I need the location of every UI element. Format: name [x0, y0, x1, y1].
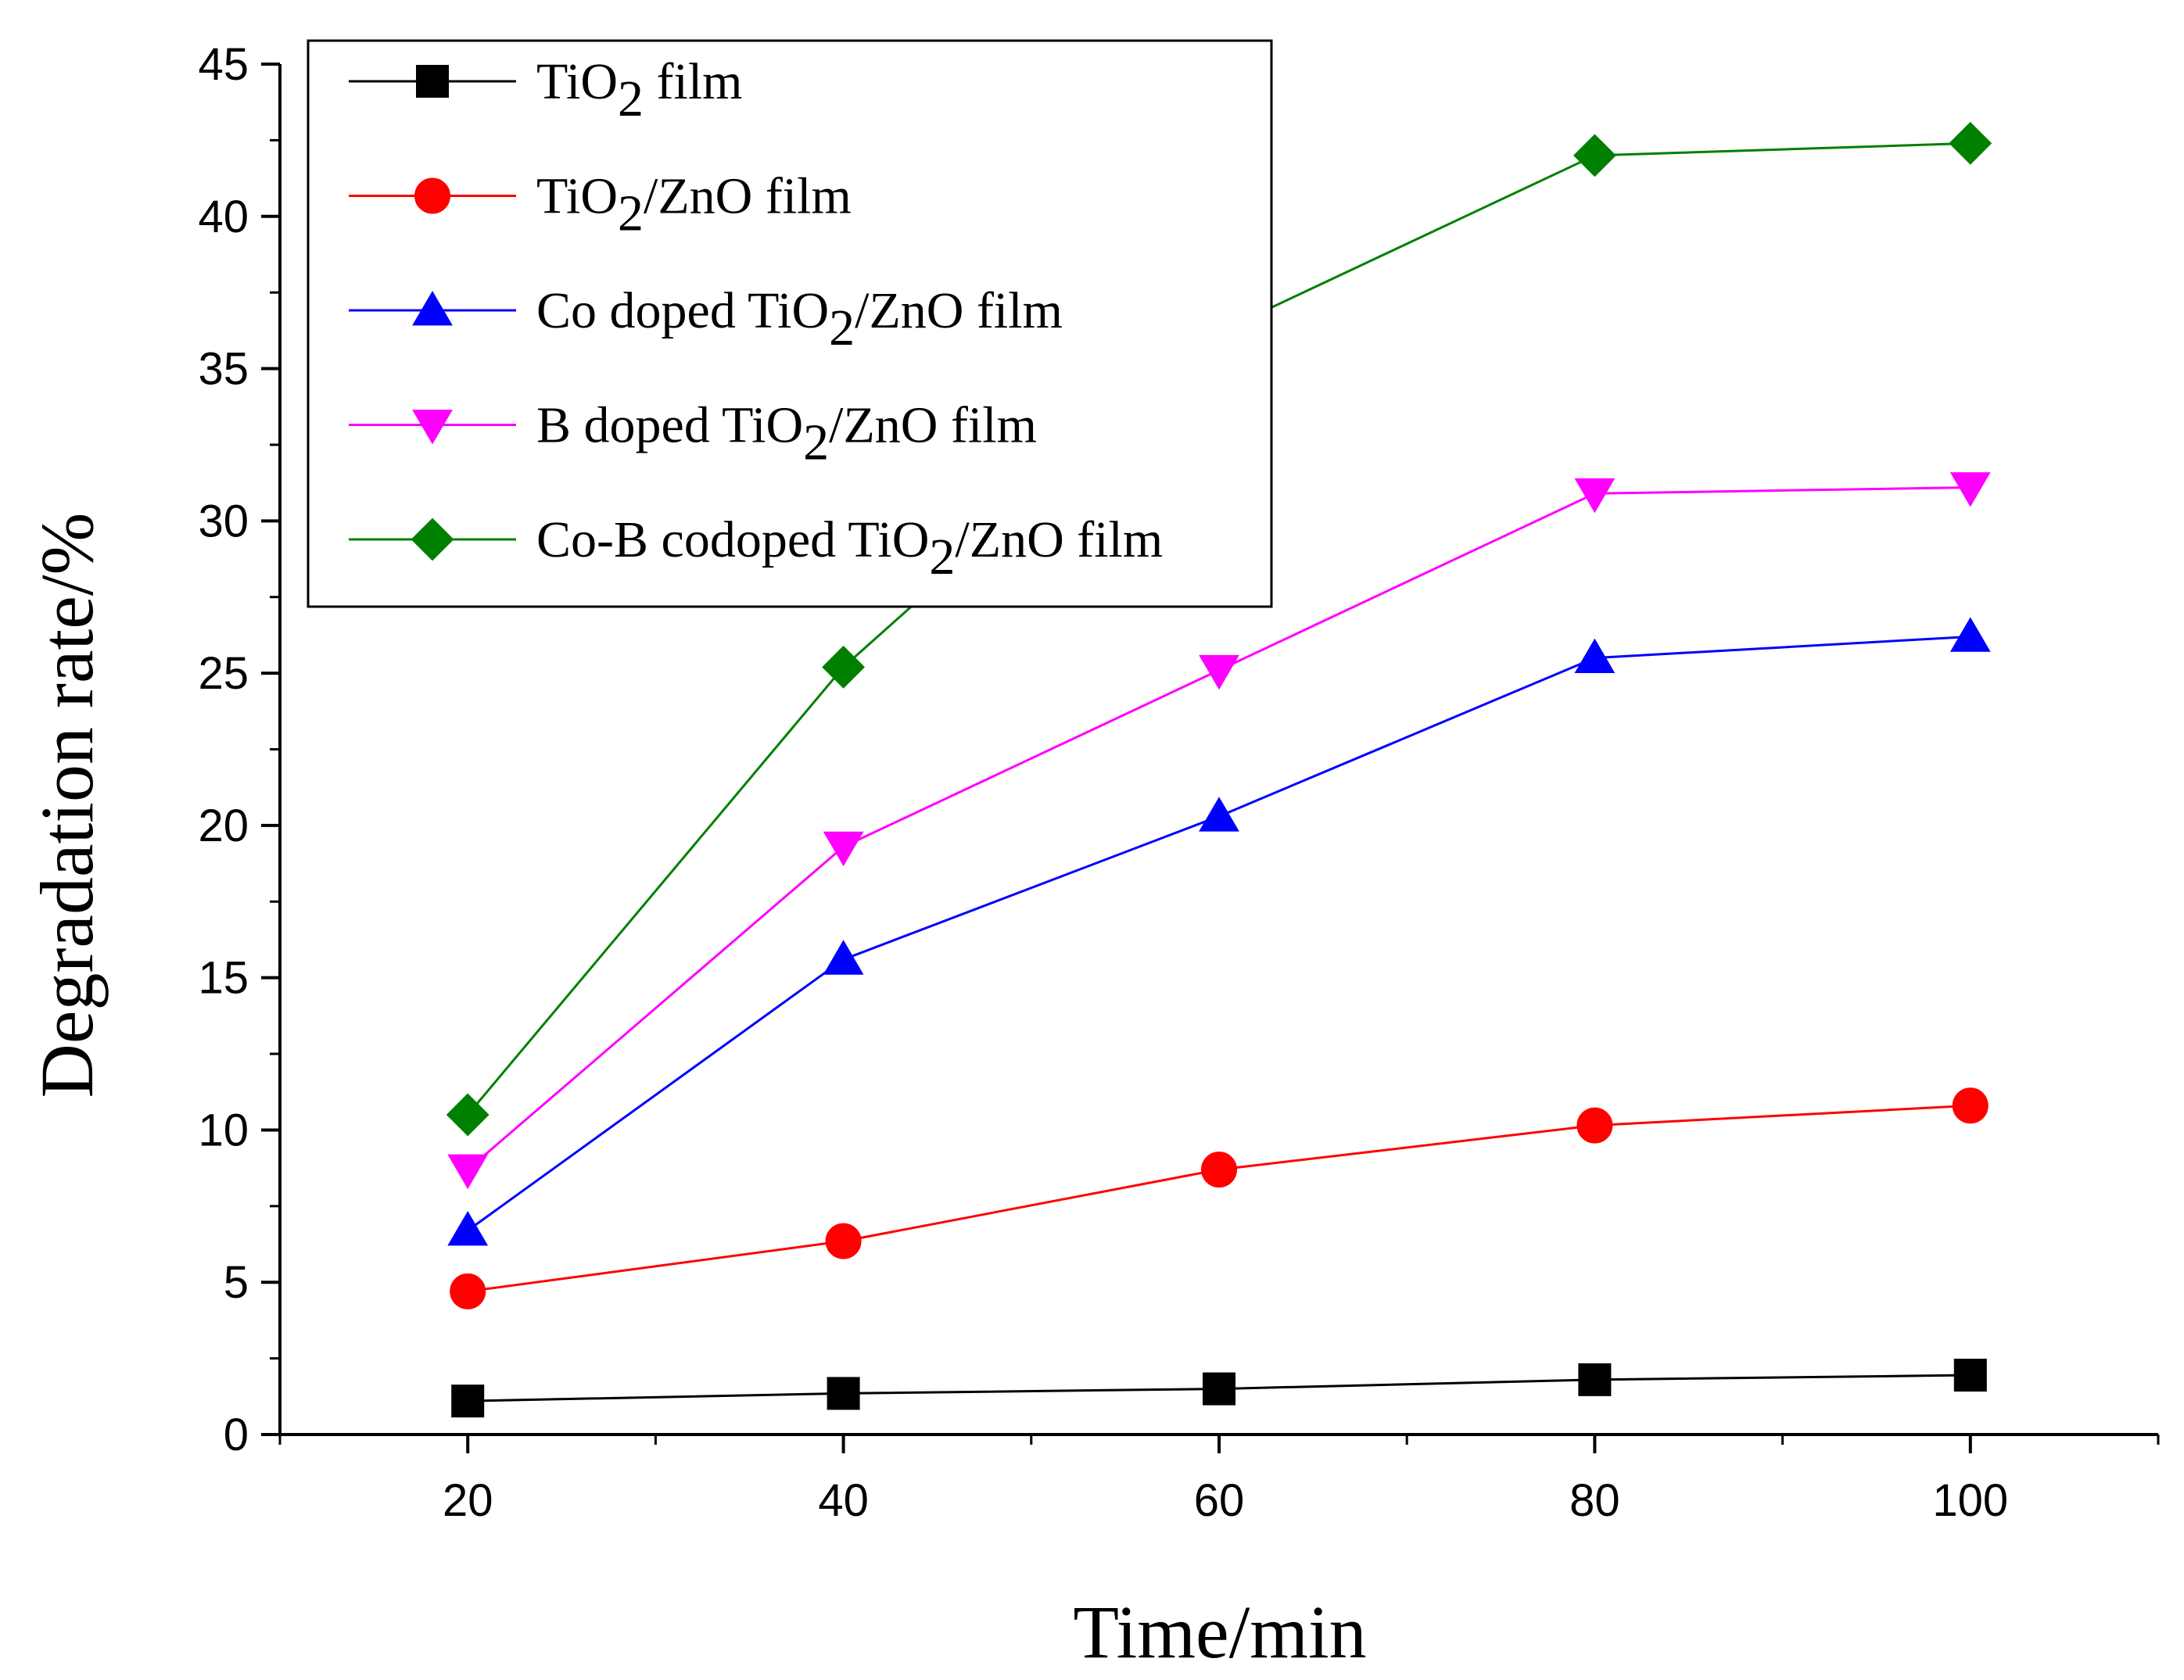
legend-frame [307, 39, 1273, 608]
legend-label-subscript: 2 [929, 528, 955, 586]
data-point-s1-0 [450, 1273, 486, 1309]
legend-label-subscript: 2 [829, 299, 855, 356]
y-tick-label: 10 [198, 1105, 249, 1155]
legend-swatch-marker-3 [412, 410, 453, 445]
legend-label-part: /ZnO film [829, 397, 1037, 454]
data-point-s0-0 [451, 1384, 485, 1418]
data-point-s2-3 [1574, 638, 1616, 674]
legend-label-subscript: 2 [803, 414, 829, 471]
legend-label-subscript: 2 [618, 185, 644, 242]
x-tick-label: 20 [443, 1475, 493, 1526]
legend-label-3: B doped TiO2/ZnO film [536, 397, 1037, 471]
data-point-s1-1 [825, 1223, 862, 1259]
y-tick-label: 45 [198, 39, 249, 90]
legend-label-2: Co doped TiO2/ZnO film [536, 282, 1063, 356]
legend-label-part: /ZnO film [855, 282, 1063, 339]
x-tick-label: 40 [818, 1475, 869, 1526]
axes: 0 5 10 15 20 25 30 35 40 45 20 40 60 80 100 [198, 39, 2160, 1526]
data-point-s3-0 [447, 1154, 489, 1190]
legend-label-part: TiO [536, 53, 618, 110]
legend-label-part: /ZnO film [644, 168, 852, 225]
y-tick-label: 30 [198, 496, 249, 546]
legend-swatch-marker-2 [412, 291, 453, 326]
y-tick-label: 25 [198, 648, 249, 699]
data-point-s2-4 [1949, 617, 1991, 652]
data-point-s0-4 [1953, 1359, 1987, 1392]
y-tick-label: 40 [198, 192, 249, 242]
data-point-s4-3 [1573, 134, 1616, 177]
data-point-s1-2 [1201, 1152, 1237, 1188]
x-tick-label: 100 [1932, 1475, 2008, 1526]
y-tick-label: 20 [198, 801, 249, 851]
legend-swatch-marker-1 [414, 177, 450, 214]
legend-label-part: TiO [536, 168, 618, 225]
data-point-s4-4 [1949, 121, 1992, 165]
legend-label-part: B doped TiO [536, 397, 803, 454]
data-point-s1-3 [1576, 1107, 1613, 1144]
data-point-s2-0 [447, 1211, 489, 1246]
legend-label-4: Co-B codoped TiO2/ZnO film [536, 511, 1163, 586]
data-point-s0-3 [1578, 1363, 1612, 1396]
data-point-s1-4 [1952, 1087, 1989, 1124]
data-point-s4-0 [446, 1093, 490, 1137]
data-point-s3-4 [1949, 472, 1991, 507]
x-axis-title: Time/min [1073, 1590, 1366, 1674]
legend-label-0: TiO2 film [536, 53, 743, 127]
y-axis-title: Degradation rate/% [25, 513, 109, 1098]
legend-swatch-marker-0 [416, 65, 449, 98]
legend-label-subscript: 2 [618, 70, 644, 127]
y-tick-label: 5 [224, 1257, 249, 1308]
data-point-s2-1 [823, 940, 864, 975]
y-tick-label: 15 [198, 953, 249, 1004]
legend-label-part: Co doped TiO [536, 282, 829, 339]
data-point-s4-1 [822, 645, 866, 689]
x-tick-label: 80 [1569, 1475, 1620, 1526]
legend-swatch-marker-4 [411, 518, 454, 561]
data-point-s2-2 [1199, 797, 1239, 832]
x-tick-label: 60 [1194, 1475, 1245, 1526]
data-point-s0-2 [1203, 1372, 1235, 1406]
data-point-s3-3 [1574, 478, 1616, 514]
legend-label-part: /ZnO film [955, 511, 1163, 568]
y-tick-label: 0 [224, 1410, 249, 1460]
data-point-s0-1 [827, 1377, 860, 1410]
data-point-s3-1 [823, 831, 864, 867]
y-tick-label: 35 [198, 344, 249, 395]
legend-label-1: TiO2/ZnO film [536, 168, 852, 242]
data-point-s3-2 [1199, 654, 1239, 690]
legend-label-part: Co-B codoped TiO [536, 511, 929, 568]
legend-label-part: film [644, 53, 743, 110]
